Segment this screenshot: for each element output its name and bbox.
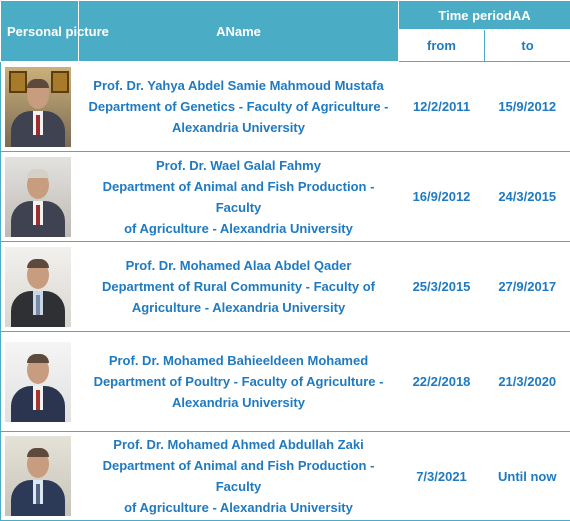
- name-cell: Prof. Dr. Yahya Abdel Samie Mahmoud Must…: [79, 62, 399, 152]
- personal-picture-cell: [1, 332, 79, 432]
- portrait-photo-icon: [5, 436, 71, 516]
- to-date: 21/3/2020: [485, 332, 570, 432]
- person-department: Department of Animal and Fish Production…: [79, 176, 399, 218]
- personal-picture-cell: [1, 62, 79, 152]
- to-date: Until now: [485, 432, 570, 521]
- header-name: AName: [79, 1, 399, 62]
- name-cell: Prof. Dr. Mohamed Ahmed Abdullah Zaki De…: [79, 432, 399, 521]
- header-to: to: [485, 30, 570, 62]
- name-cell: Prof. Dr. Mohamed Bahieeldeen Mohamed De…: [79, 332, 399, 432]
- from-date: 25/3/2015: [399, 242, 485, 332]
- to-date: 24/3/2015: [485, 152, 570, 242]
- header-from: from: [399, 30, 485, 62]
- person-university: of Agriculture - Alexandria University: [79, 218, 399, 239]
- person-name: Prof. Dr. Mohamed Ahmed Abdullah Zaki: [79, 434, 399, 455]
- name-cell: Prof. Dr. Mohamed Alaa Abdel Qader Depar…: [79, 242, 399, 332]
- person-university: Alexandria University: [79, 117, 399, 138]
- person-university: of Agriculture - Alexandria University: [79, 497, 399, 518]
- person-name: Prof. Dr. Yahya Abdel Samie Mahmoud Must…: [79, 75, 399, 96]
- table-row: Prof. Dr. Wael Galal Fahmy Department of…: [1, 152, 570, 242]
- header-time-period: Time periodAA: [399, 1, 570, 30]
- personal-picture-cell: [1, 152, 79, 242]
- person-department: Department of Animal and Fish Production…: [79, 455, 399, 497]
- from-date: 12/2/2011: [399, 62, 485, 152]
- table-row: Prof. Dr. Mohamed Alaa Abdel Qader Depar…: [1, 242, 570, 332]
- person-name: Prof. Dr. Mohamed Alaa Abdel Qader: [79, 255, 399, 276]
- portrait-photo-icon: [5, 67, 71, 147]
- personal-picture-cell: [1, 432, 79, 521]
- from-date: 7/3/2021: [399, 432, 485, 521]
- portrait-photo-icon: [5, 247, 71, 327]
- portrait-photo-icon: [5, 157, 71, 237]
- to-date: 27/9/2017: [485, 242, 570, 332]
- name-cell: Prof. Dr. Wael Galal Fahmy Department of…: [79, 152, 399, 242]
- person-name: Prof. Dr. Mohamed Bahieeldeen Mohamed: [79, 350, 399, 371]
- from-date: 22/2/2018: [399, 332, 485, 432]
- person-department: Department of Rural Community - Faculty …: [79, 276, 399, 297]
- person-department: Department of Genetics - Faculty of Agri…: [79, 96, 399, 117]
- table-row: Prof. Dr. Mohamed Bahieeldeen Mohamed De…: [1, 332, 570, 432]
- header-personal-picture: Personal picture: [1, 1, 79, 62]
- person-university: Agriculture - Alexandria University: [79, 297, 399, 318]
- person-department: Department of Poultry - Faculty of Agric…: [79, 371, 399, 392]
- from-date: 16/9/2012: [399, 152, 485, 242]
- to-date: 15/9/2012: [485, 62, 570, 152]
- table-header: Personal picture AName Time periodAA fro…: [1, 1, 570, 62]
- person-name: Prof. Dr. Wael Galal Fahmy: [79, 155, 399, 176]
- personal-picture-cell: [1, 242, 79, 332]
- table-row: Prof. Dr. Yahya Abdel Samie Mahmoud Must…: [1, 62, 570, 152]
- table-row: Prof. Dr. Mohamed Ahmed Abdullah Zaki De…: [1, 432, 570, 521]
- person-university: Alexandria University: [79, 392, 399, 413]
- portrait-photo-icon: [5, 342, 71, 422]
